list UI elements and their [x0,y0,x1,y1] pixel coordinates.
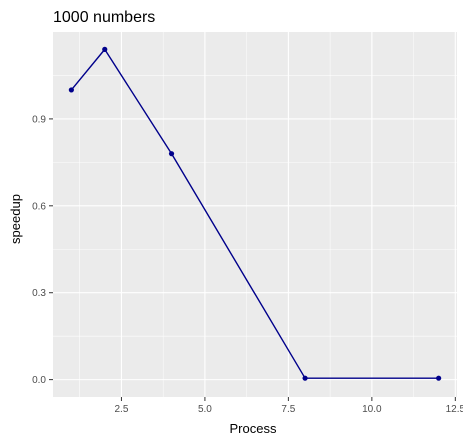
data-point [68,87,74,93]
chart-title: 1000 numbers [53,9,155,26]
data-point [436,375,442,381]
y-tick-label: 0.3 [32,288,46,299]
y-axis-title: speedup [8,194,23,244]
data-point [102,46,108,52]
x-tick-label: 12.5 [446,404,463,415]
y-tick-label: 0.6 [32,201,46,212]
x-tick-label: 2.5 [114,404,128,415]
y-tick-label: 0.0 [32,375,46,386]
x-tick-label: 5.0 [198,404,212,415]
series-layer [68,46,442,381]
x-tick-label: 10.0 [362,404,382,415]
x-tick-label: 7.5 [281,404,295,415]
data-point [168,151,175,157]
x-axis-title: Process [230,421,277,436]
x-axis: 2.5 5.0 7.5 10.0 12.5 [114,397,463,415]
y-tick-label: 0.9 [32,114,46,125]
grid-lines [53,32,457,397]
data-point [302,375,308,381]
plot-panel [53,32,457,397]
y-axis: 0.0 0.3 0.6 0.9 [32,114,53,386]
